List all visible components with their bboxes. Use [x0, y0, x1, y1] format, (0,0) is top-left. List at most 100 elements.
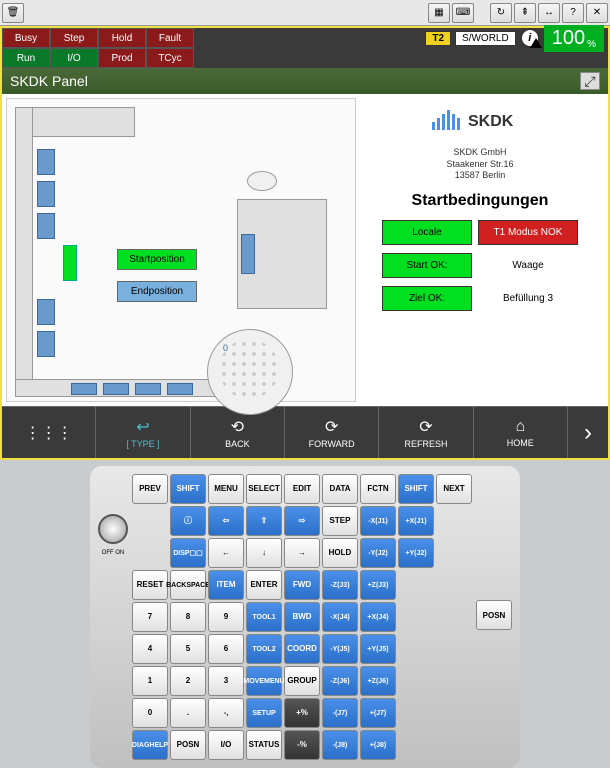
key--j8-[interactable]: +(J8) [360, 730, 396, 760]
key--j7-[interactable]: +(J7) [360, 698, 396, 728]
key--[interactable]: ⇧ [246, 506, 282, 536]
key-diag-help[interactable]: DIAGHELP [132, 730, 168, 760]
panel-title-bar: SKDK Panel ⤢ [2, 68, 608, 94]
key-step[interactable]: STEP [322, 506, 358, 536]
key--x-j1-[interactable]: -X(J1) [360, 506, 396, 536]
percent-value: 100 [552, 27, 585, 50]
keyboard-icon[interactable]: ⌨ [452, 3, 474, 23]
key-shift[interactable]: SHIFT [170, 474, 206, 504]
key-reset[interactable]: RESET [132, 570, 168, 600]
company-name: SKDK GmbH [446, 147, 513, 159]
trash-icon[interactable]: 🗑 [2, 3, 24, 23]
nav-forward[interactable]: ⟳FORWARD [285, 407, 379, 458]
key-8[interactable]: 8 [170, 602, 206, 632]
logo: SKDK [430, 102, 530, 141]
key-disp-[interactable]: DISP▢▢ [170, 538, 206, 568]
key-prev[interactable]: PREV [132, 474, 168, 504]
key--y-j5-[interactable]: -Y(J5) [322, 634, 358, 664]
key--y-j5-[interactable]: +Y(J5) [360, 634, 396, 664]
key--z-j3-[interactable]: +Z(J3) [360, 570, 396, 600]
key--z-j3-[interactable]: -Z(J3) [322, 570, 358, 600]
top-toolbar: 🗑 ▦ ⌨ ↻ ⇞ ↔ ? ✕ [0, 0, 610, 26]
nav-back[interactable]: ⟲BACK [191, 407, 285, 458]
key-6[interactable]: 6 [208, 634, 244, 664]
key-next[interactable]: NEXT [436, 474, 472, 504]
side-title: Startbedingungen [412, 192, 549, 210]
expand-icon[interactable]: ⤢ [580, 72, 600, 90]
key--[interactable]: -, [208, 698, 244, 728]
key-status[interactable]: STATUS [246, 730, 282, 760]
key-tool-2[interactable]: TOOL2 [246, 634, 282, 664]
move-icon[interactable]: ↔ [538, 3, 560, 23]
key-shift[interactable]: SHIFT [398, 474, 434, 504]
key--j7-[interactable]: -(J7) [322, 698, 358, 728]
key-0[interactable]: 0 [132, 698, 168, 728]
key-select[interactable]: SELECT [246, 474, 282, 504]
key--y-j2-[interactable]: -Y(J2) [360, 538, 396, 568]
key-2[interactable]: 2 [170, 666, 206, 696]
zielok-button[interactable]: Ziel OK: [382, 286, 472, 311]
percent-symbol: % [587, 39, 596, 50]
key-tool-1[interactable]: TOOL1 [246, 602, 282, 632]
key--[interactable]: -% [284, 730, 320, 760]
key-bwd[interactable]: BWD [284, 602, 320, 632]
key-1[interactable]: 1 [132, 666, 168, 696]
key-fwd[interactable]: FWD [284, 570, 320, 600]
locale-button[interactable]: Locale [382, 220, 472, 245]
key--[interactable]: ↓ [246, 538, 282, 568]
key-menu[interactable]: MENU [208, 474, 244, 504]
nav-type[interactable]: ↩[ TYPE ] [96, 407, 190, 458]
nav-refresh[interactable]: ⟳REFRESH [379, 407, 473, 458]
key-set-up[interactable]: SETUP [246, 698, 282, 728]
key--[interactable]: +% [284, 698, 320, 728]
status-tcyc: TCyc [146, 48, 194, 68]
key-fctn[interactable]: FCTN [360, 474, 396, 504]
key-hold[interactable]: HOLD [322, 538, 358, 568]
key-4[interactable]: 4 [132, 634, 168, 664]
key-i-o[interactable]: I/O [208, 730, 244, 760]
key-enter[interactable]: ENTER [246, 570, 282, 600]
key--[interactable]: ⓘ [170, 506, 206, 536]
off-on-switch[interactable] [98, 514, 128, 544]
close-icon[interactable]: ✕ [586, 3, 608, 23]
startok-button[interactable]: Start OK: [382, 253, 472, 278]
key-edit[interactable]: EDIT [284, 474, 320, 504]
key-coord[interactable]: COORD [284, 634, 320, 664]
key-data[interactable]: DATA [322, 474, 358, 504]
startposition-button[interactable]: Startposition [117, 249, 197, 270]
nav-home[interactable]: ⌂HOME [474, 407, 568, 458]
key-posn[interactable]: POSN [170, 730, 206, 760]
key-group[interactable]: GROUP [284, 666, 320, 696]
nav-next-arrow[interactable]: › [568, 407, 608, 458]
updown-icon[interactable]: ⇞ [514, 3, 536, 23]
key--x-j1-[interactable]: +X(J1) [398, 506, 434, 536]
key--j8-[interactable]: -(J8) [322, 730, 358, 760]
refresh-icon[interactable]: ↻ [490, 3, 512, 23]
key-7[interactable]: 7 [132, 602, 168, 632]
key--z-j6-[interactable]: -Z(J6) [322, 666, 358, 696]
key--y-j2-[interactable]: +Y(J2) [398, 538, 434, 568]
key--[interactable]: ⇨ [284, 506, 320, 536]
key--[interactable]: ⇦ [208, 506, 244, 536]
key-item[interactable]: ITEM [208, 570, 244, 600]
key--x-j4-[interactable]: +X(J4) [360, 602, 396, 632]
help-icon[interactable]: ? [562, 3, 584, 23]
key-5[interactable]: 5 [170, 634, 206, 664]
key-9[interactable]: 9 [208, 602, 244, 632]
endposition-button[interactable]: Endposition [117, 281, 197, 302]
world-button[interactable]: S/WORLD [455, 31, 516, 46]
posn-side-button[interactable]: POSN [476, 600, 512, 630]
grid-icon[interactable]: ▦ [428, 3, 450, 23]
info-icon[interactable]: i [520, 28, 540, 48]
key--[interactable]: → [284, 538, 320, 568]
t1-modus-button[interactable]: T1 Modus NOK [478, 220, 578, 245]
key-move-menu[interactable]: MOVEMENU [246, 666, 282, 696]
nav-menu-grid[interactable]: ⋮⋮⋮ [2, 407, 96, 458]
key--[interactable]: . [170, 698, 206, 728]
key--[interactable]: ← [208, 538, 244, 568]
key-back-space[interactable]: BACKSPACE [170, 570, 206, 600]
key--x-j4-[interactable]: -X(J4) [322, 602, 358, 632]
key--z-j6-[interactable]: +Z(J6) [360, 666, 396, 696]
forward-icon: ⟳ [325, 417, 338, 437]
key-3[interactable]: 3 [208, 666, 244, 696]
